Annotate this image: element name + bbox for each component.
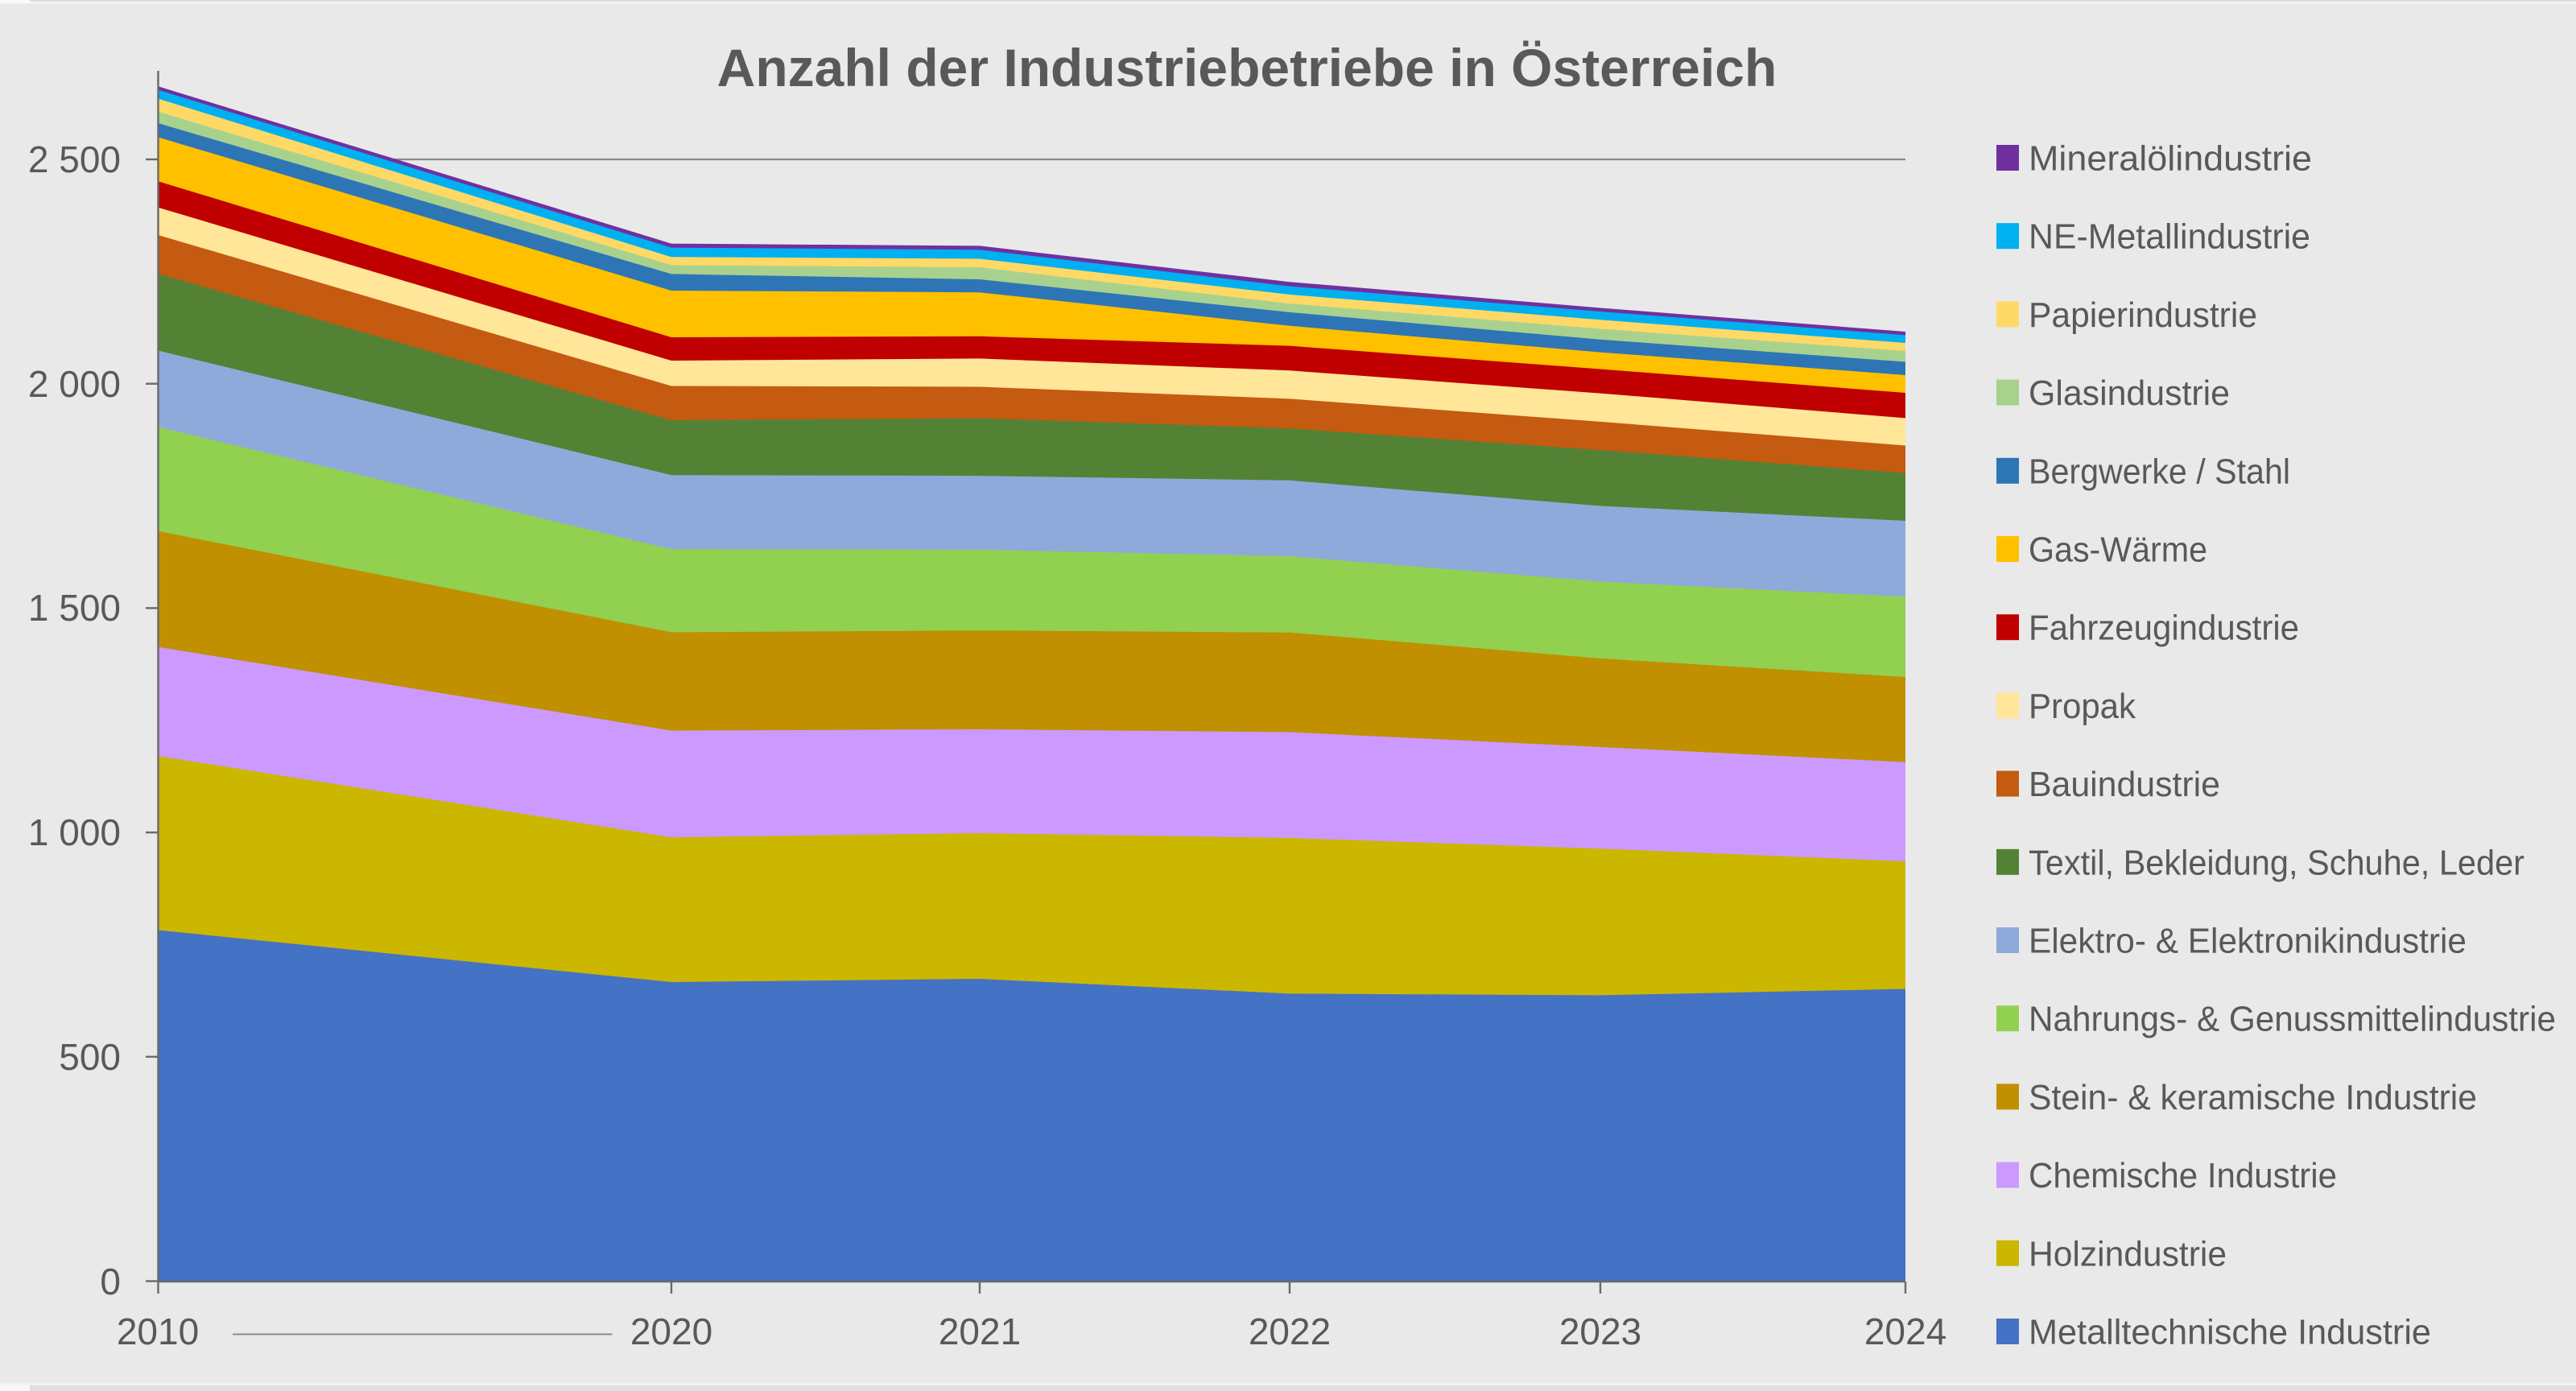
svg-text:Mineralölindustrie: Mineralölindustrie (2029, 139, 2312, 179)
svg-text:0: 0 (100, 1261, 121, 1302)
svg-text:Bauindustrie: Bauindustrie (2029, 765, 2220, 804)
svg-text:2 500: 2 500 (28, 138, 121, 180)
svg-text:2022: 2022 (1249, 1311, 1331, 1352)
svg-text:Holzindustrie: Holzindustrie (2029, 1234, 2227, 1273)
svg-text:500: 500 (59, 1036, 121, 1078)
svg-text:Fahrzeugindustrie: Fahrzeugindustrie (2029, 609, 2299, 648)
svg-text:Anzahl der Industriebetriebe i: Anzahl der Industriebetriebe in Österrei… (717, 38, 1777, 97)
svg-text:Stein- & keramische Industrie: Stein- & keramische Industrie (2029, 1078, 2477, 1117)
svg-text:2020: 2020 (630, 1311, 712, 1352)
svg-text:Papierindustrie: Papierindustrie (2029, 295, 2257, 335)
svg-text:1 000: 1 000 (28, 811, 121, 853)
svg-text:1 500: 1 500 (28, 587, 121, 629)
svg-text:NE-Metallindustrie: NE-Metallindustrie (2029, 217, 2310, 257)
svg-text:2010: 2010 (117, 1311, 199, 1352)
svg-text:2024: 2024 (1864, 1311, 1946, 1352)
svg-text:Metalltechnische Industrie: Metalltechnische Industrie (2029, 1313, 2431, 1352)
svg-text:2 000: 2 000 (28, 363, 121, 405)
svg-text:Textil, Bekleidung, Schuhe, Le: Textil, Bekleidung, Schuhe, Leder (2029, 843, 2524, 882)
svg-text:2023: 2023 (1559, 1311, 1641, 1352)
svg-text:Elektro- & Elektronikindustrie: Elektro- & Elektronikindustrie (2029, 922, 2467, 961)
svg-text:Bergwerke / Stahl: Bergwerke / Stahl (2029, 452, 2290, 491)
svg-text:Nahrungs- & Genussmittelindust: Nahrungs- & Genussmittelindustrie (2029, 1000, 2556, 1039)
svg-text:Glasindustrie: Glasindustrie (2029, 374, 2230, 413)
svg-text:2021: 2021 (939, 1311, 1021, 1352)
svg-text:Gas-Wärme: Gas-Wärme (2029, 530, 2207, 570)
svg-text:Propak: Propak (2029, 687, 2136, 726)
svg-text:Chemische Industrie: Chemische Industrie (2029, 1156, 2337, 1195)
